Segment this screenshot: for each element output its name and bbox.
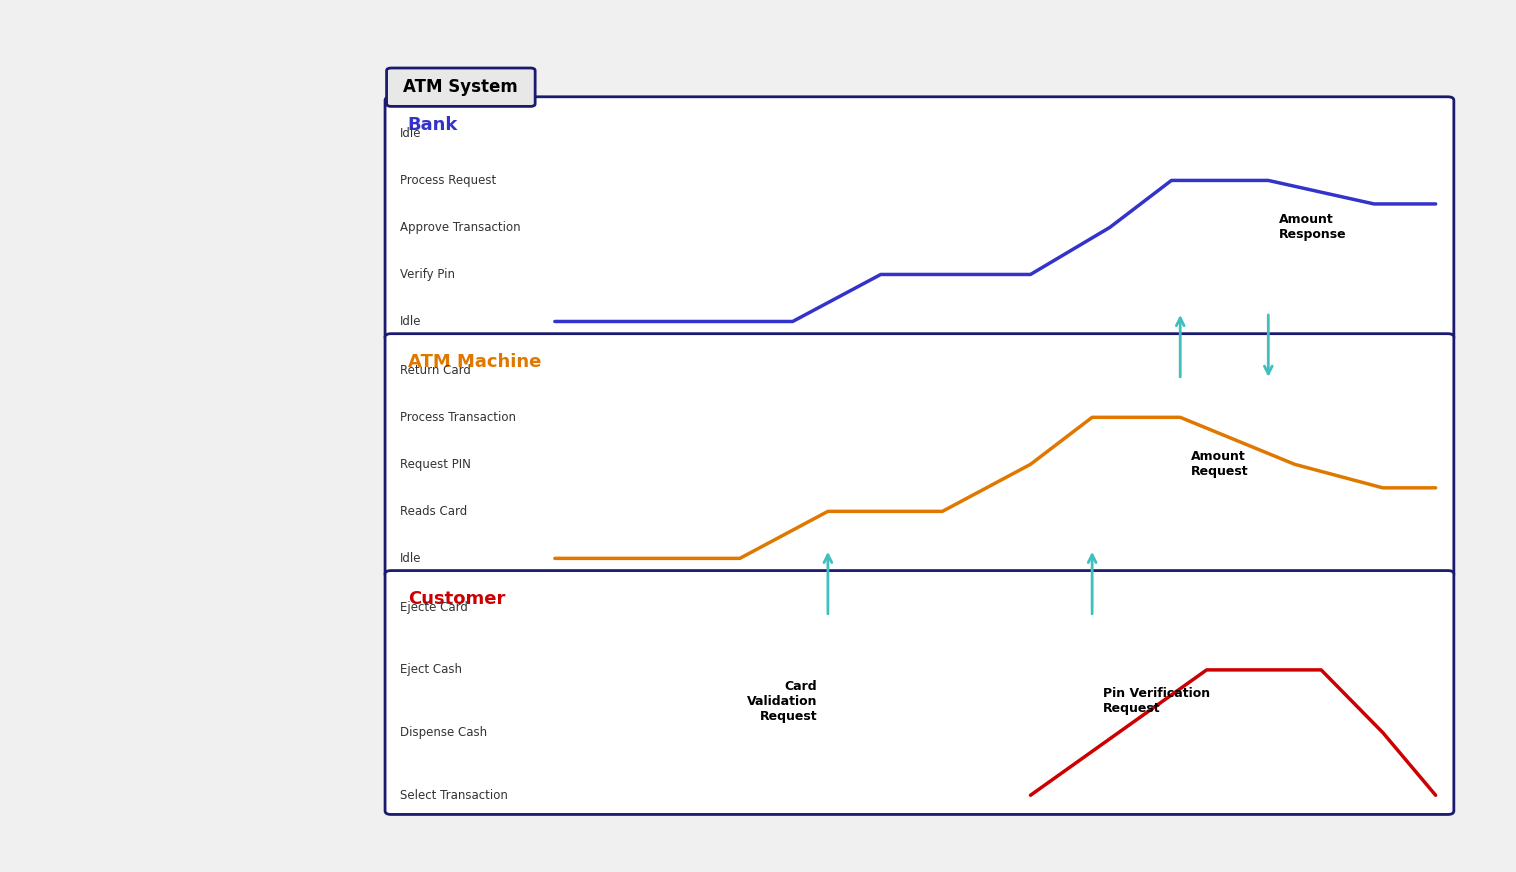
Text: Reads Card: Reads Card [400, 505, 467, 518]
Text: Approve Transaction: Approve Transaction [400, 221, 522, 234]
Text: Process Request: Process Request [400, 174, 496, 187]
Text: Select Transaction: Select Transaction [400, 789, 508, 801]
Text: Return Card: Return Card [400, 364, 471, 377]
Text: Idle: Idle [400, 552, 421, 565]
FancyBboxPatch shape [385, 97, 1454, 341]
FancyBboxPatch shape [387, 68, 535, 106]
Text: Process Transaction: Process Transaction [400, 411, 517, 424]
FancyBboxPatch shape [385, 570, 1454, 814]
FancyBboxPatch shape [385, 334, 1454, 577]
Text: Bank: Bank [408, 116, 458, 134]
Text: Eject Cash: Eject Cash [400, 664, 462, 677]
Text: Ejecte Card: Ejecte Card [400, 601, 468, 614]
Text: Amount
Response: Amount Response [1280, 214, 1346, 242]
Text: Dispense Cash: Dispense Cash [400, 726, 487, 739]
Text: Request PIN: Request PIN [400, 458, 471, 471]
Text: Amount
Request: Amount Request [1192, 450, 1249, 479]
Text: Idle: Idle [400, 127, 421, 140]
Text: Pin Verification
Request: Pin Verification Request [1102, 687, 1210, 715]
Text: ATM Machine: ATM Machine [408, 353, 541, 371]
Text: Card
Validation
Request: Card Validation Request [747, 680, 817, 723]
Text: Idle: Idle [400, 315, 421, 328]
Text: ATM System: ATM System [403, 78, 518, 96]
Text: Verify Pin: Verify Pin [400, 268, 455, 281]
Text: Customer: Customer [408, 589, 505, 608]
